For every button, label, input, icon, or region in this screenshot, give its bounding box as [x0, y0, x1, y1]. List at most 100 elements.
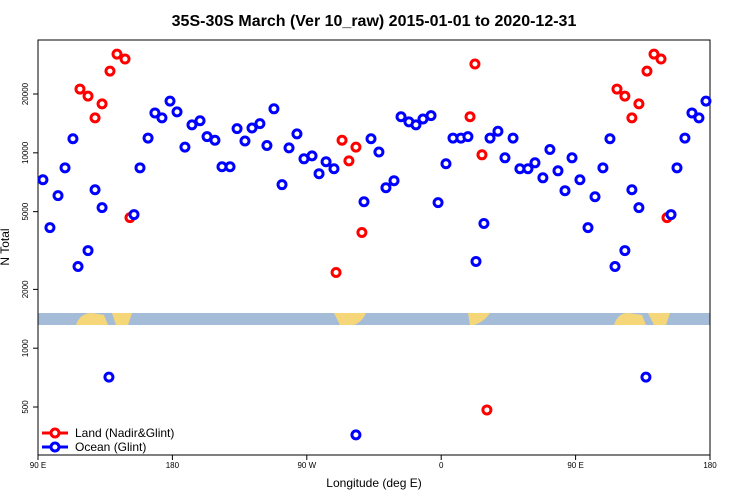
x-tick-label: 90 E: [30, 461, 46, 470]
point: [74, 83, 86, 95]
point: [246, 122, 258, 134]
point: [82, 245, 94, 257]
point: [640, 371, 652, 383]
point: [358, 196, 370, 208]
point: [283, 142, 295, 154]
point: [320, 156, 332, 168]
point: [96, 98, 108, 110]
point: [464, 111, 476, 123]
point: [156, 112, 168, 124]
point: [164, 95, 176, 107]
point: [655, 53, 667, 65]
point: [330, 267, 342, 279]
point: [261, 140, 273, 152]
y-tick-label: 5000: [21, 202, 30, 220]
point: [604, 133, 616, 145]
point: [350, 429, 362, 441]
point: [37, 174, 49, 186]
y-tick-label: 10000: [21, 141, 30, 164]
legend-marker: [49, 441, 61, 453]
point: [89, 184, 101, 196]
point: [254, 118, 266, 130]
point: [103, 371, 115, 383]
land-strip: [614, 313, 646, 325]
land-strip: [112, 313, 132, 325]
point: [224, 161, 236, 173]
point: [462, 131, 474, 143]
point: [239, 135, 251, 147]
point: [336, 134, 348, 146]
point: [186, 119, 198, 131]
x-tick-label: 180: [166, 461, 180, 470]
point: [619, 245, 631, 257]
point: [425, 110, 437, 122]
point: [609, 260, 621, 272]
chart-title: 35S-30S March (Ver 10_raw) 2015-01-01 to…: [172, 13, 577, 30]
point: [373, 146, 385, 158]
legend-marker: [49, 427, 61, 439]
point: [231, 123, 243, 135]
point: [484, 132, 496, 144]
point: [481, 404, 493, 416]
point: [679, 132, 691, 144]
point: [671, 162, 683, 174]
point: [589, 191, 601, 203]
point: [619, 90, 631, 102]
point: [119, 53, 131, 65]
point: [134, 162, 146, 174]
point: [388, 175, 400, 187]
point: [476, 149, 488, 161]
legend-label: Ocean (Glint): [75, 440, 146, 454]
point: [67, 133, 79, 145]
point: [350, 141, 362, 153]
point: [478, 217, 490, 229]
point: [268, 103, 280, 115]
y-tick-label: 500: [21, 400, 30, 414]
point: [507, 132, 519, 144]
point: [469, 58, 481, 70]
point: [343, 155, 355, 167]
point: [582, 222, 594, 234]
point: [410, 119, 422, 131]
point: [432, 197, 444, 209]
point: [700, 95, 712, 107]
point: [552, 165, 564, 177]
point: [665, 209, 677, 221]
point: [626, 184, 638, 196]
y-tick-label: 20000: [21, 82, 30, 105]
point: [179, 141, 191, 153]
y-tick-label: 1000: [21, 339, 30, 357]
x-tick-label: 180: [703, 461, 717, 470]
point: [365, 133, 377, 145]
point: [276, 179, 288, 191]
point: [597, 162, 609, 174]
land-strip: [76, 313, 108, 325]
x-tick-label: 90 E: [567, 461, 583, 470]
point: [82, 90, 94, 102]
point: [522, 163, 534, 175]
legend-label: Land (Nadir&Glint): [75, 426, 174, 440]
point: [559, 185, 571, 197]
point: [633, 98, 645, 110]
plot-frame: [37, 39, 711, 456]
point: [380, 182, 392, 194]
point: [626, 112, 638, 124]
land-strip: [648, 313, 670, 325]
point: [574, 174, 586, 186]
land-strip: [468, 313, 490, 325]
point: [59, 162, 71, 174]
point: [470, 255, 482, 267]
point: [395, 111, 407, 123]
point: [686, 107, 698, 119]
x-axis-label: Longitude (deg E): [326, 476, 421, 490]
point: [111, 48, 123, 60]
ocean-strip: [38, 313, 710, 325]
x-tick-label: 0: [439, 461, 444, 470]
point: [356, 227, 368, 239]
point: [52, 190, 64, 202]
point: [440, 158, 452, 170]
y-tick-label: 2000: [21, 280, 30, 298]
point: [72, 260, 84, 272]
